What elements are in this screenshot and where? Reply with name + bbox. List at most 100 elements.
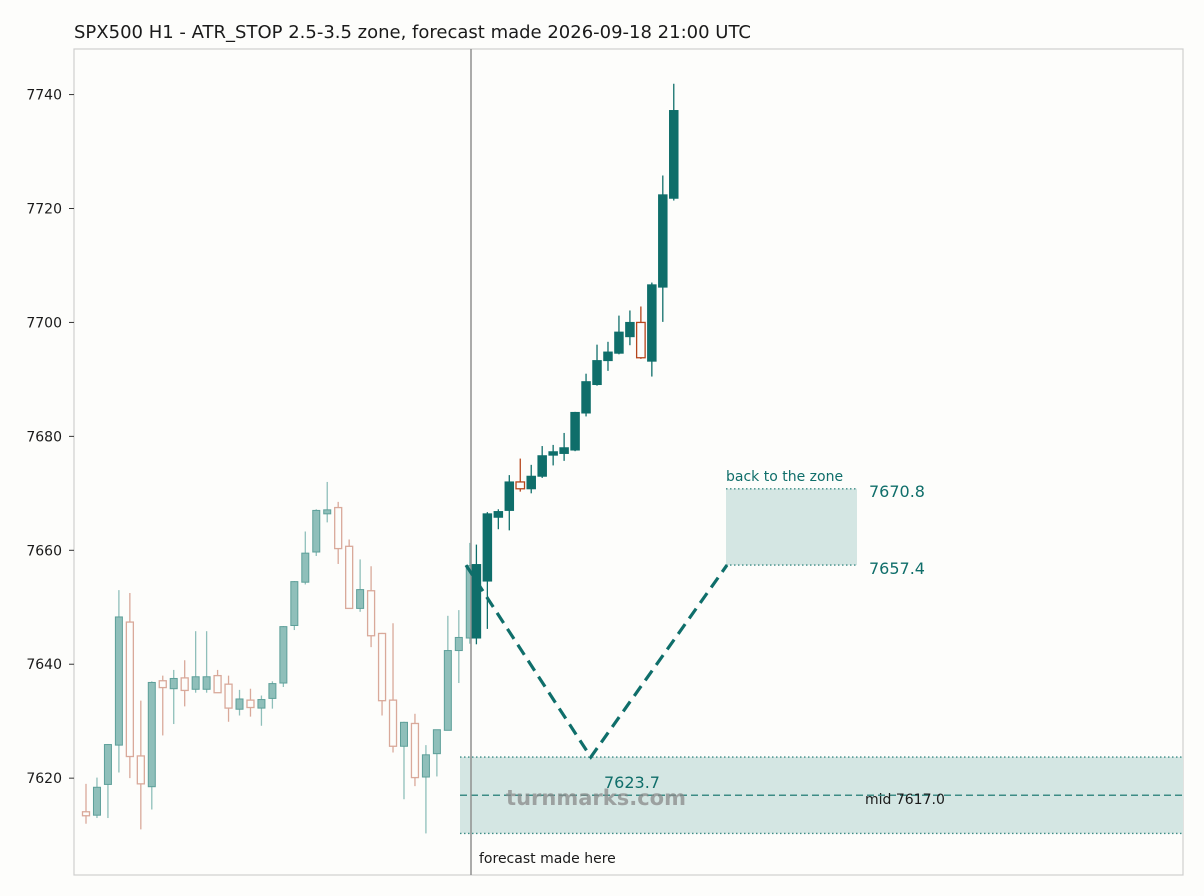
forecast-body — [658, 194, 668, 288]
forecast-candle — [581, 373, 591, 417]
history-candle — [125, 593, 135, 779]
forecast-candle — [647, 282, 657, 377]
history-candle — [334, 501, 343, 564]
forecast-candle — [592, 344, 602, 386]
history-body — [399, 721, 408, 747]
forecast-candle — [515, 458, 526, 492]
history-body — [290, 581, 299, 626]
forecast-body — [515, 481, 526, 490]
forecast-candle — [614, 315, 624, 355]
history-candle — [323, 481, 332, 523]
forecast-candles — [471, 83, 679, 645]
history-body — [454, 636, 463, 652]
forecast-body — [669, 110, 679, 199]
forecast-candle — [625, 310, 635, 346]
history-candle — [356, 559, 365, 612]
history-body — [301, 552, 310, 583]
forecast-path — [464, 564, 729, 760]
watermark: turnmarks.com — [506, 786, 686, 810]
history-body — [257, 699, 266, 709]
forecast-candle — [537, 446, 547, 478]
history-candle — [191, 631, 200, 693]
history-body — [388, 699, 398, 747]
history-body — [180, 677, 189, 692]
history-body — [323, 509, 332, 515]
entry-zone — [460, 757, 1183, 834]
history-candle — [432, 729, 441, 777]
history-candle — [158, 675, 167, 736]
y-tick-label: 7640 — [26, 657, 62, 673]
forecast-candle — [559, 432, 569, 461]
y-tick-label: 7620 — [26, 771, 62, 787]
history-body — [213, 674, 222, 694]
history-candle — [147, 681, 156, 810]
history-body — [279, 626, 288, 684]
history-body — [136, 755, 145, 785]
history-body — [158, 680, 167, 689]
forecast-body — [537, 455, 547, 477]
history-body — [410, 722, 420, 779]
history-body — [191, 676, 200, 690]
history-candle — [388, 623, 398, 753]
forecast-body — [570, 411, 580, 451]
entry-zone-mid-label: mid 7617.0 — [865, 792, 945, 808]
history-body — [246, 699, 255, 709]
low-label: 7623.7 — [604, 773, 660, 792]
history-body — [312, 509, 321, 553]
forecast-candle — [471, 544, 482, 645]
history-candle — [169, 669, 178, 725]
history-candle — [81, 783, 91, 824]
forecast-body — [635, 321, 646, 359]
history-body — [432, 729, 441, 755]
history-body — [81, 811, 91, 817]
forecast-candle — [669, 83, 679, 201]
history-candle — [454, 610, 463, 684]
forecast-candle — [570, 411, 580, 452]
history-candle — [399, 721, 408, 800]
history-body — [345, 545, 354, 610]
y-axis: 7620 7640 7660 7680 7700 7720 7740 — [26, 88, 74, 787]
history-body — [224, 683, 233, 709]
y-tick-label: 7720 — [26, 202, 62, 218]
history-body — [202, 676, 211, 690]
history-candle — [103, 743, 112, 819]
history-body — [356, 589, 365, 609]
history-candle — [279, 626, 288, 688]
history-body — [235, 698, 244, 710]
forecast-body — [625, 321, 635, 338]
chart-title: SPX500 H1 - ATR_STOP 2.5-3.5 zone, forec… — [74, 22, 751, 43]
history-candle — [268, 681, 277, 709]
history-candles — [81, 481, 474, 834]
forecast-marker-label: forecast made here — [479, 851, 616, 867]
history-candle — [224, 675, 233, 722]
forecast-candle — [504, 475, 515, 531]
forecast-body — [482, 513, 493, 582]
forecast-body — [493, 511, 504, 518]
history-body — [114, 616, 123, 746]
history-candle — [114, 590, 123, 773]
history-candle — [180, 660, 189, 707]
plot-area — [73, 48, 1184, 876]
history-body — [334, 506, 343, 550]
history-candle — [377, 632, 387, 716]
history-candle — [410, 713, 420, 787]
history-candle — [345, 539, 354, 610]
forecast-candle — [603, 341, 613, 371]
history-candle — [312, 509, 321, 556]
forecast-body — [592, 360, 602, 386]
history-candle — [443, 615, 452, 731]
target-zone-bottom-label: 7657.4 — [869, 559, 925, 578]
forecast-body — [603, 351, 613, 362]
forecast-candle — [482, 512, 493, 629]
forecast-candle — [658, 175, 668, 322]
history-candle — [136, 700, 145, 830]
forecast-body — [548, 451, 558, 456]
zones — [460, 488, 1183, 835]
forecast-candle — [526, 464, 536, 494]
history-body — [443, 650, 452, 731]
forecast-body — [526, 475, 536, 490]
history-candle — [290, 581, 299, 631]
history-candle — [421, 745, 430, 834]
history-body — [169, 677, 178, 690]
target-zone-top-label: 7670.8 — [869, 482, 925, 501]
